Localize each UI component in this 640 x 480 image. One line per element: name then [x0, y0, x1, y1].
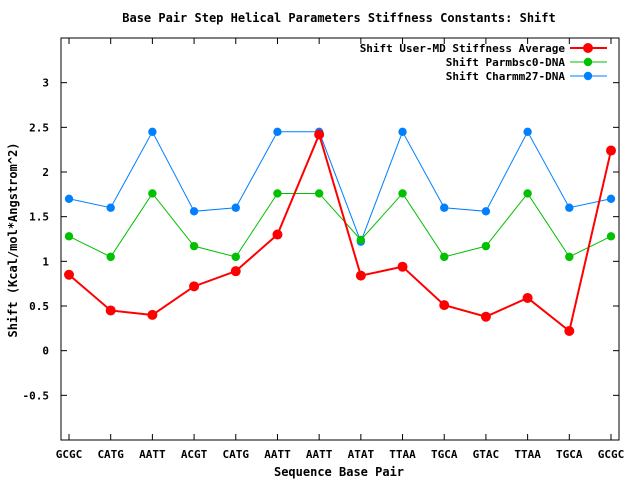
- data-point: [231, 252, 240, 262]
- x-tick-label: TTAA: [389, 448, 416, 461]
- data-point: [230, 266, 241, 277]
- data-point: [564, 326, 575, 337]
- y-tick-label: 3: [42, 77, 49, 90]
- legend-marker: [583, 71, 593, 81]
- x-tick-label: ACGT: [181, 448, 208, 461]
- chart-title: Base Pair Step Helical Parameters Stiffn…: [122, 11, 555, 25]
- y-tick-label: 1: [42, 255, 49, 268]
- data-point: [355, 270, 366, 281]
- series-line: [68, 131, 612, 333]
- data-point: [273, 189, 282, 198]
- data-point: [273, 127, 282, 136]
- x-tick-label: TGCA: [431, 448, 458, 461]
- data-point: [480, 311, 491, 322]
- x-tick-label: TGCA: [556, 448, 583, 461]
- data-point: [565, 203, 574, 212]
- data-point: [106, 252, 115, 262]
- legend-marker: [583, 57, 593, 67]
- y-tick-label: 2: [42, 166, 49, 179]
- data-point: [314, 129, 325, 140]
- x-tick-label: ATAT: [348, 448, 375, 461]
- y-tick-label: 0: [42, 345, 49, 358]
- data-point: [522, 292, 533, 303]
- data-point: [147, 309, 158, 320]
- data-point: [397, 261, 408, 272]
- data-point: [565, 252, 574, 262]
- data-point: [440, 252, 449, 262]
- data-point: [481, 207, 491, 216]
- y-tick-label: 2.5: [29, 121, 49, 134]
- legend-marker: [583, 43, 593, 53]
- x-axis-label: Sequence Base Pair: [274, 465, 404, 479]
- y-tick-label: 0.5: [29, 300, 49, 313]
- series-layer: [64, 127, 616, 337]
- data-point: [356, 235, 366, 245]
- data-point: [481, 241, 491, 251]
- y-tick-label: 1.5: [29, 211, 49, 224]
- series-line: [68, 192, 612, 258]
- data-point: [231, 203, 240, 212]
- x-tick-label: GCGC: [56, 448, 83, 461]
- data-point: [64, 232, 74, 241]
- x-tick-label: AATT: [139, 448, 166, 461]
- data-point: [148, 189, 157, 198]
- x-tick-label: TTAA: [514, 448, 541, 461]
- series-2: [64, 189, 616, 262]
- data-point: [606, 145, 616, 156]
- data-point: [606, 232, 616, 241]
- axis-ticks: -0.5 0 0.5 1 1.5 2 2.5 3 GCGC CATG AATT ACGT CATG AAT…: [23, 38, 625, 461]
- x-tick-label: CATG: [223, 448, 250, 461]
- data-point: [106, 203, 115, 212]
- data-point: [189, 281, 200, 292]
- series-3: [64, 127, 616, 246]
- series-1: [64, 129, 616, 337]
- y-axis-label: Shift (Kcal/mol*Angstrom^2): [6, 142, 20, 337]
- legend-label: Shift Parmbsc0-DNA: [446, 56, 566, 69]
- data-point: [523, 127, 532, 136]
- data-point: [189, 207, 199, 216]
- x-tick-label: CATG: [97, 448, 124, 461]
- data-point: [148, 127, 157, 136]
- legend-label: Shift User-MD Stiffness Average: [360, 42, 566, 55]
- x-tick-label: GTAC: [473, 448, 500, 461]
- data-point: [272, 229, 283, 240]
- data-point: [398, 189, 407, 198]
- data-point: [440, 203, 449, 212]
- data-point: [523, 189, 532, 198]
- x-tick-label: AATT: [264, 448, 291, 461]
- data-point: [189, 241, 199, 251]
- data-point: [398, 127, 407, 136]
- data-point: [606, 194, 616, 203]
- y-tick-label: -0.5: [23, 389, 50, 402]
- data-point: [64, 269, 74, 280]
- series-line: [68, 130, 612, 244]
- x-tick-label: GCGC: [598, 448, 625, 461]
- data-point: [439, 300, 450, 311]
- plot-frame: [60, 37, 620, 441]
- data-point: [105, 305, 116, 316]
- x-tick-label: AATT: [306, 448, 333, 461]
- data-point: [64, 194, 74, 203]
- data-point: [314, 189, 324, 198]
- legend-label: Shift Charmm27-DNA: [446, 70, 566, 83]
